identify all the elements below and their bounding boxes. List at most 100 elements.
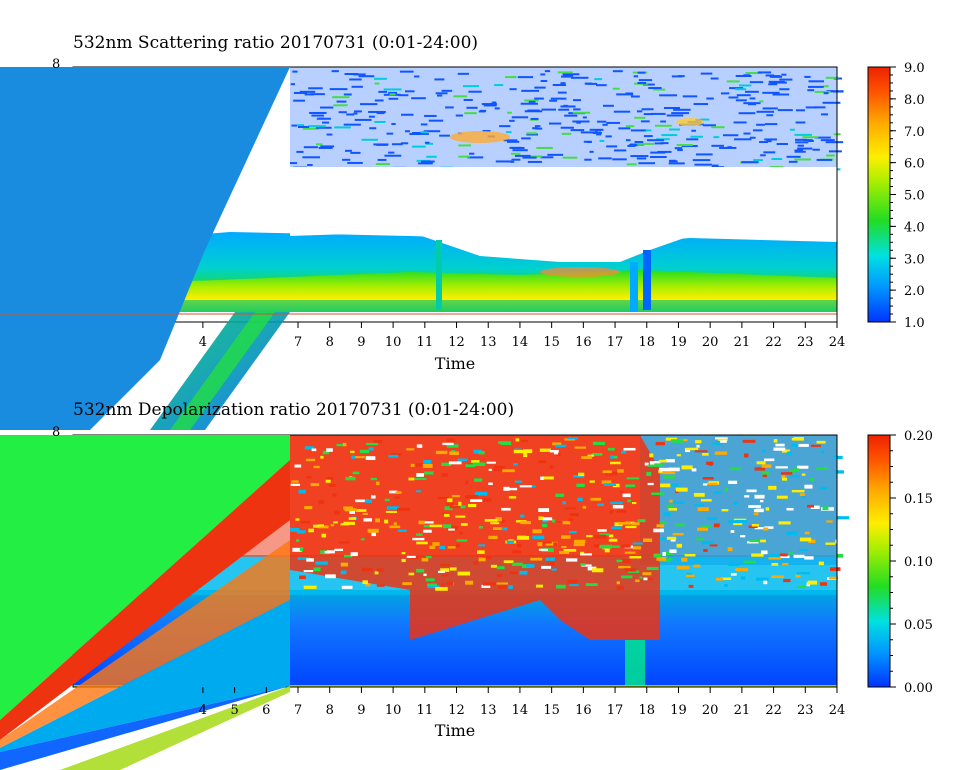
speckle xyxy=(427,583,437,587)
speckle xyxy=(359,449,370,454)
speckle xyxy=(470,499,483,502)
speckle xyxy=(469,152,475,155)
speckle xyxy=(703,548,708,552)
speckle xyxy=(299,547,304,552)
speckle xyxy=(500,441,512,446)
speckle xyxy=(514,154,531,157)
speckle xyxy=(574,539,586,544)
speckle xyxy=(561,535,571,539)
speckle xyxy=(400,142,409,145)
speckle xyxy=(455,515,466,518)
speckle xyxy=(423,459,432,464)
speckle xyxy=(781,562,789,566)
speckle xyxy=(437,94,443,97)
speckle xyxy=(666,536,677,540)
speckle xyxy=(463,98,473,101)
speckle xyxy=(574,446,587,449)
speckle xyxy=(674,147,683,150)
speckle xyxy=(411,145,426,148)
speckle xyxy=(624,568,637,572)
speckle xyxy=(776,495,788,499)
speckle xyxy=(416,444,423,448)
speckle xyxy=(477,550,485,554)
x-tick-label: 21 xyxy=(734,703,751,718)
speckle xyxy=(688,584,694,588)
speckle xyxy=(581,564,592,567)
speckle xyxy=(494,84,504,87)
speckle xyxy=(596,84,607,87)
x-tick-label: 8 xyxy=(326,335,334,350)
speckle xyxy=(669,160,678,163)
speckle xyxy=(779,553,788,557)
speckle xyxy=(676,454,681,457)
scattering-panel: 532nm Scattering ratio 20170731 (0:01-24… xyxy=(0,33,925,430)
speckle xyxy=(418,162,433,165)
speckle xyxy=(532,535,545,540)
speckle xyxy=(564,507,576,510)
speckle xyxy=(297,124,305,127)
speckle xyxy=(576,483,585,487)
speckle xyxy=(706,461,714,465)
speckle xyxy=(606,145,618,148)
speckle xyxy=(478,110,486,113)
speckle xyxy=(585,583,598,587)
speckle xyxy=(465,480,469,485)
speckle xyxy=(349,511,356,514)
speckle xyxy=(545,557,556,561)
speckle xyxy=(681,465,693,470)
speckle xyxy=(647,464,661,467)
speckle xyxy=(773,439,778,443)
speckle xyxy=(616,559,623,563)
speckle xyxy=(441,574,449,577)
speckle xyxy=(542,476,554,480)
speckle xyxy=(526,564,535,568)
speckle xyxy=(520,521,531,525)
speckle xyxy=(612,158,627,161)
speckle xyxy=(548,122,562,125)
speckle xyxy=(788,475,800,478)
speckle xyxy=(315,126,332,129)
speckle xyxy=(383,88,402,91)
speckle xyxy=(311,448,317,452)
speckle xyxy=(789,128,795,131)
speckle xyxy=(590,497,602,501)
speckle xyxy=(562,156,578,159)
speckle xyxy=(620,490,624,494)
speckle xyxy=(298,489,306,494)
speckle xyxy=(512,562,523,566)
speckle xyxy=(753,509,763,512)
speckle xyxy=(434,78,445,81)
speckle xyxy=(448,461,462,465)
speckle xyxy=(781,449,790,453)
speckle xyxy=(562,501,567,505)
speckle xyxy=(778,521,791,525)
speckle xyxy=(614,149,627,152)
speckle xyxy=(749,97,756,100)
speckle xyxy=(591,568,604,573)
x-tick-label: 15 xyxy=(543,703,560,718)
speckle xyxy=(384,154,402,157)
x-tick-label: 4 xyxy=(199,703,207,718)
speckle xyxy=(660,120,667,123)
speckle xyxy=(376,584,385,587)
speckle xyxy=(562,73,580,76)
speckle xyxy=(635,579,640,583)
speckle xyxy=(498,519,506,523)
speckle xyxy=(558,108,570,111)
speckle xyxy=(300,520,311,524)
speckle xyxy=(634,116,646,119)
speckle xyxy=(446,498,453,503)
speckle xyxy=(804,75,811,78)
speckle xyxy=(706,517,717,521)
speckle xyxy=(363,518,372,522)
speckle xyxy=(399,70,414,73)
x-tick-label: 5 xyxy=(230,703,238,718)
speckle xyxy=(708,482,718,486)
speckle xyxy=(481,498,492,502)
colorbar-tick-label: 0.15 xyxy=(904,492,933,507)
speckle xyxy=(802,496,807,499)
speckle xyxy=(305,458,316,462)
speckle xyxy=(627,499,632,503)
speckle xyxy=(338,111,347,114)
